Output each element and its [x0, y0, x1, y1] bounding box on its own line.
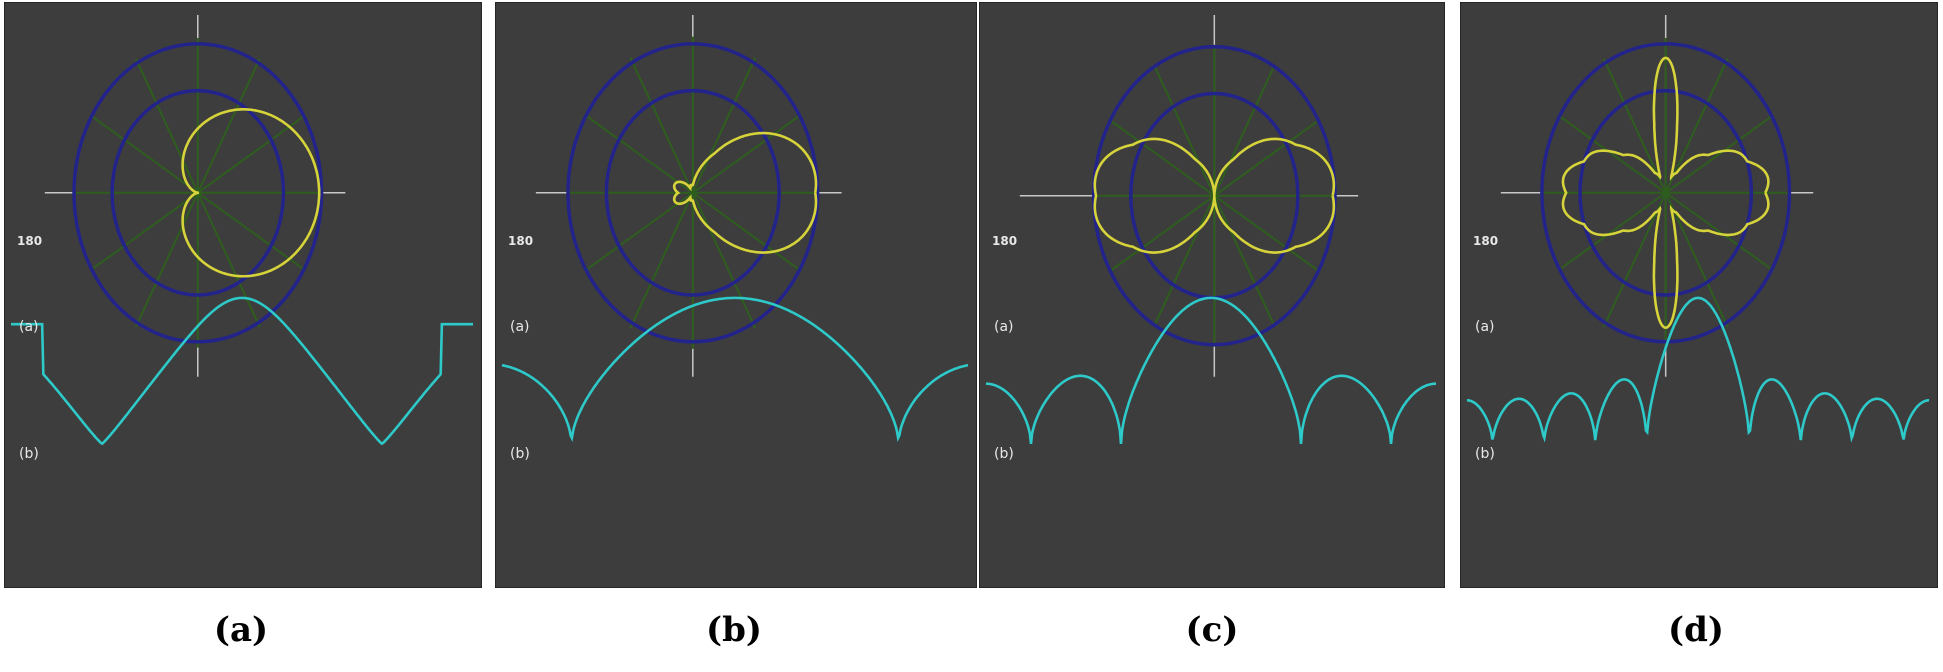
curve-label-a: (a) — [1475, 319, 1495, 335]
curve-label-b: (b) — [1475, 446, 1495, 462]
caption-c: (c) — [1185, 610, 1239, 650]
inner-ring — [1578, 88, 1754, 297]
angle-label-180: 180 — [992, 234, 1018, 248]
outer-ring — [1540, 42, 1792, 344]
panel-c: 180 (a) (b) — [979, 2, 1445, 588]
curve-label-a: (a) — [510, 319, 530, 335]
curve-label-a: (a) — [994, 319, 1014, 335]
outer-ring — [1091, 45, 1337, 347]
caption-a: (a) — [213, 610, 269, 650]
response-curve — [501, 296, 969, 442]
outer-ring — [566, 42, 820, 344]
polar-pattern-curve — [1561, 56, 1770, 330]
polar-pattern-curve — [181, 108, 321, 278]
caption-d: (d) — [1668, 610, 1724, 650]
polar-pattern-curve — [1093, 137, 1336, 254]
curve-label-b: (b) — [994, 446, 1014, 462]
response-curve — [1466, 296, 1930, 443]
response-curve — [10, 296, 474, 446]
panel-a: 180 (a) (b) — [4, 2, 482, 588]
polar-pattern-curve — [672, 131, 818, 254]
response-curve — [985, 296, 1437, 445]
panel-b: 180 (a) (b) — [495, 2, 977, 588]
curve-label-b: (b) — [510, 446, 530, 462]
curve-label-b: (b) — [19, 446, 39, 462]
angle-label-180: 180 — [508, 234, 534, 248]
panel-d: 180 (a) (b) — [1460, 2, 1938, 588]
outer-ring — [72, 42, 324, 344]
polar-plot-d — [1466, 14, 1930, 443]
inner-ring — [110, 88, 286, 297]
polar-plot-b — [501, 14, 969, 442]
polar-plot-c — [985, 14, 1437, 445]
inner-ring — [604, 88, 781, 297]
angle-label-180: 180 — [17, 234, 43, 248]
caption-b: (b) — [706, 610, 762, 650]
angle-label-180: 180 — [1473, 234, 1499, 248]
polar-plot-a — [10, 14, 474, 446]
curve-label-a: (a) — [19, 319, 39, 335]
